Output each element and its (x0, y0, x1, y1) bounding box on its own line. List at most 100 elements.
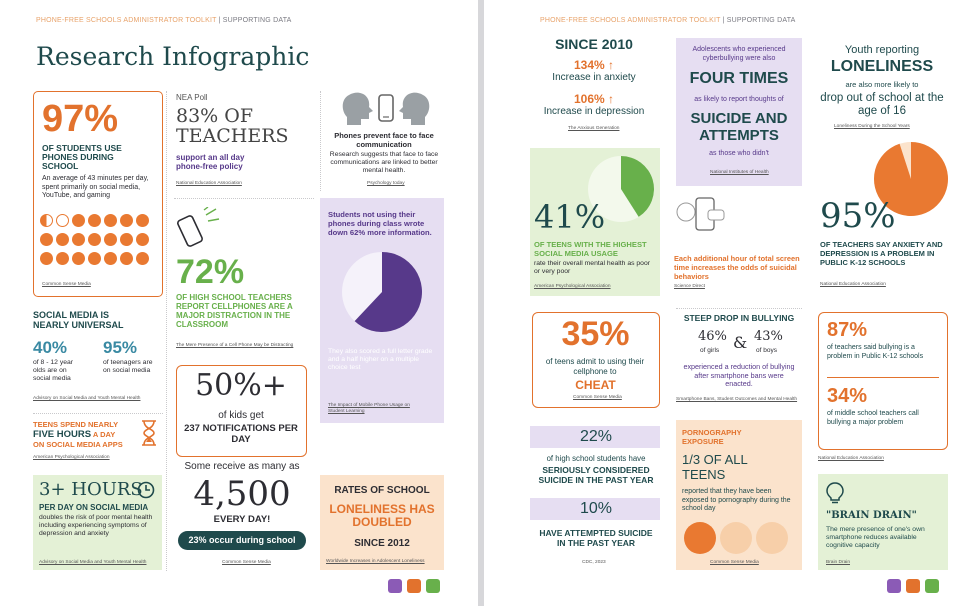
cheat-card: 35% of teens admit to using their cellph… (532, 312, 660, 408)
notes-pie-chart (342, 252, 423, 332)
head-silhouette-icon (399, 92, 430, 125)
bullying-drop-card: STEEP DROP IN BULLYING 46% of girls & 43… (676, 308, 802, 408)
loneliness-16-card: Youth reporting LONELINESS are also more… (814, 42, 950, 134)
phone-icon (378, 94, 394, 122)
porn-dot (756, 522, 788, 554)
cyber-source: National Institutes of Health (710, 170, 769, 175)
notif-line2: 237 NOTIFICATIONS PER DAY (184, 423, 298, 445)
since-pct1: 134% (573, 58, 605, 72)
bully87-desc2: of middle school teachers call bullying … (827, 410, 919, 426)
suicide-band2 (530, 498, 660, 520)
dot-marker (56, 214, 69, 227)
stat-97-desc: An average of 43 minutes per day, spent … (42, 175, 149, 199)
bully87-source: National Education Association (818, 456, 884, 461)
dot-marker (120, 214, 133, 227)
dot-marker (88, 252, 101, 265)
suicide-line1: of high school students have (546, 454, 646, 463)
dot-marker (88, 214, 101, 227)
faces-source: Psychology today (367, 181, 405, 186)
bully87-pct1: 87% (827, 319, 868, 341)
suicide-source: CDC, 2023 (582, 560, 606, 565)
dot-marker (56, 252, 69, 265)
bully-amp: & (733, 333, 748, 352)
header-section: SUPPORTING DATA (222, 17, 292, 24)
stat-72-card: 72% OF HIGH SCHOOL TEACHERS REPORT CELLP… (174, 198, 314, 353)
lonely-line2: LONELINESS HAS DOUBLED (329, 502, 435, 529)
since-label2: Increase in depression (543, 106, 645, 117)
lightbulb-icon (826, 482, 844, 504)
bully-pct1: 46% (698, 329, 727, 344)
stat-97-label: OF STUDENTS USE PHONES DURING SCHOOL (42, 143, 122, 171)
notes-desc: They also scored a full letter grade and… (328, 348, 433, 371)
clock-icon (137, 481, 155, 499)
dot-marker (104, 252, 117, 265)
notif-source: Common Sense Media (222, 560, 271, 565)
bully-desc: experienced a reduction of bullying afte… (683, 362, 795, 388)
suicide-card: 22% of high school students have SERIOUS… (530, 424, 662, 574)
group-icon (407, 579, 421, 593)
nea-source: National Education Association (176, 181, 242, 186)
social-title: SOCIAL MEDIA IS NEARLY UNIVERSAL (33, 310, 124, 330)
bully87-pct2: 34% (827, 385, 868, 407)
stat-41-pie (588, 156, 654, 222)
dot-marker (72, 233, 85, 246)
dot-marker (120, 252, 133, 265)
bully-title: STEEP DROP IN BULLYING (683, 313, 795, 323)
header-brand: PHONE-FREE SCHOOLS ADMINISTRATOR TOOLKIT (36, 17, 217, 24)
stat-72-source: The Mere Presence of a Cell Phone May be… (176, 343, 294, 348)
porn-dot (684, 522, 716, 554)
stat-41-source: American Psychological Association (534, 284, 611, 289)
brain-drain-card: "BRAIN DRAIN" The mere presence of one's… (818, 474, 948, 570)
notes-pie-slice (354, 252, 423, 332)
header-divider: | (218, 17, 221, 24)
faces-title: Phones prevent face to face communicatio… (334, 131, 434, 149)
page-gutter (478, 0, 484, 606)
suicide-pct2: 10% (579, 500, 613, 517)
lonely-source: Worldwide Increases in Adolescent Loneli… (326, 559, 425, 564)
stat-95-value: 95% (820, 196, 896, 236)
bully87-separator (827, 377, 939, 378)
nea-value: 83% OF (176, 105, 254, 127)
stat-41-label: OF TEENS WITH THE HIGHEST SOCIAL MEDIA U… (534, 240, 647, 258)
porn-source: Common Sense Media (710, 560, 759, 565)
porn-dot (720, 522, 752, 554)
suicide-pct1: 22% (579, 428, 613, 445)
cyber-intro: Adolescents who experienced cyberbullyin… (692, 46, 786, 62)
three-value: 3+ HOURS (39, 479, 143, 500)
since-label1: Increase in anxiety (552, 72, 636, 83)
hourglass-icon (142, 420, 156, 446)
social-desc2: of teenagers are on social media (103, 359, 153, 374)
pornography-card: PORNOGRAPHY EXPOSURE 1/3 OF ALL TEENS re… (676, 420, 802, 570)
hours-line2b: A DAY (91, 430, 116, 439)
teacher-icon-right (925, 579, 939, 593)
five-hours-card: TEENS SPEND NEARLY FIVE HOURS A DAY ON S… (33, 413, 163, 468)
notes-card: Students not using their phones during c… (320, 198, 444, 423)
notif-value: 50%+ (195, 368, 287, 403)
pie95-slice (874, 142, 949, 216)
person-icon-right (887, 579, 901, 593)
notes-source: The Impact of Mobile Phone Usage on Stud… (328, 403, 410, 414)
column-divider (166, 91, 167, 571)
stat-97-value: 97% (42, 98, 119, 140)
bullying-87-card: 87% of teachers said bullying is a probl… (818, 312, 948, 450)
hours-line3: ON SOCIAL MEDIA APPS (33, 440, 123, 449)
hours-source: American Psychological Association (33, 455, 110, 460)
notes-title: Students not using their phones during c… (328, 210, 432, 237)
dot-marker (104, 214, 117, 227)
porn-desc: reported that they have been exposed to … (682, 488, 791, 512)
lonely-line3: SINCE 2012 (354, 538, 410, 549)
three-source: Advisory on Social Media and Youth Menta… (39, 560, 147, 565)
nea-desc: support an all day phone-free policy (176, 153, 245, 171)
stat-72-value: 72% (176, 253, 245, 291)
stat-97-card: 97% OF STUDENTS USE PHONES DURING SCHOOL… (33, 91, 163, 297)
dot-marker (40, 214, 53, 227)
stat-95-source: National Education Association (820, 282, 886, 287)
head-silhouette-icon (342, 92, 373, 125)
dot-marker (120, 233, 133, 246)
screen-source: Science Direct (674, 284, 705, 289)
brain-title: "BRAIN DRAIN" (826, 510, 917, 521)
cheat-value: 35% (561, 315, 630, 353)
chat-phone-icon (676, 197, 725, 231)
notif-big: 4,500 (193, 474, 291, 514)
lonely-line1: RATES OF SCHOOL (334, 485, 430, 496)
